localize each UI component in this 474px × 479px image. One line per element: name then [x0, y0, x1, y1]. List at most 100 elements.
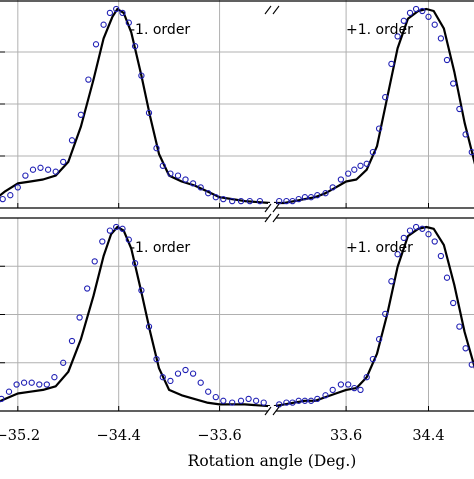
data-point-right: [419, 7, 426, 15]
data-point-right: [369, 355, 377, 363]
x-tick-label: 33.6: [330, 428, 362, 444]
data-point-right: [394, 33, 401, 40]
axis-break-mark: [264, 203, 272, 213]
data-point-left: [205, 388, 212, 395]
data-point-left: [125, 19, 132, 26]
data-point-left: [237, 397, 245, 404]
data-point-left: [197, 379, 204, 386]
axis-break-mark: [272, 213, 280, 223]
data-point-left: [44, 166, 52, 173]
data-point-left: [246, 197, 253, 205]
data-point-right: [351, 166, 358, 173]
data-point-right: [337, 381, 345, 388]
data-point-left: [20, 379, 28, 386]
data-point-left: [174, 172, 182, 179]
data-point-left: [106, 227, 114, 234]
data-point-left: [138, 287, 145, 294]
data-point-right: [437, 252, 445, 260]
data-point-right: [419, 225, 426, 232]
data-point-right: [450, 299, 457, 307]
panel-series: [0, 223, 474, 408]
fit-line-right: [274, 7, 474, 205]
data-point-left: [237, 197, 245, 205]
data-point-left: [28, 379, 35, 386]
data-point-right: [322, 392, 329, 399]
data-point-left: [189, 180, 197, 187]
data-point-right: [307, 397, 315, 404]
data-point-left: [119, 9, 126, 17]
data-point-left: [205, 190, 212, 197]
data-point-left: [260, 399, 267, 406]
data-point-left: [145, 109, 153, 117]
data-point-left: [159, 162, 166, 169]
data-point-right: [468, 361, 474, 368]
data-point-right: [345, 381, 352, 388]
data-point-right: [283, 197, 290, 205]
axis-break-gap: [268, 203, 276, 213]
data-point-left: [91, 258, 98, 265]
data-point-left: [212, 393, 219, 401]
data-point-left: [51, 374, 58, 381]
data-point-left: [5, 388, 13, 395]
axis-break-mark: [272, 203, 280, 213]
annotation-left-order: -1. order: [130, 22, 190, 38]
data-point-left: [92, 41, 100, 48]
data-point-right: [276, 197, 283, 205]
x-tick-label: −34.4: [96, 428, 140, 444]
data-point-left: [29, 166, 37, 173]
data-point-right: [289, 197, 296, 205]
data-point-right: [382, 94, 389, 101]
data-point-right: [363, 160, 370, 167]
data-point-right: [369, 148, 377, 156]
data-point-right: [425, 231, 432, 238]
data-point-right: [276, 401, 283, 408]
data-point-left: [36, 381, 43, 388]
data-point-right: [450, 80, 457, 87]
x-tick-label: −33.6: [197, 428, 241, 444]
data-point-left: [167, 170, 174, 177]
data-point-right: [337, 176, 345, 183]
annotation-right-order: +1. order: [346, 240, 413, 256]
data-point-left: [22, 172, 29, 179]
panel-series: [0, 5, 474, 205]
data-point-right: [462, 345, 469, 352]
fit-line-right: [273, 225, 474, 408]
data-point-left: [113, 223, 120, 231]
data-point-left: [0, 395, 5, 403]
data-point-left: [153, 355, 160, 363]
data-point-left: [84, 285, 91, 292]
data-point-left: [43, 381, 50, 388]
data-point-left: [52, 168, 59, 175]
data-point-right: [462, 131, 469, 138]
x-tick-label: 34.4: [412, 428, 444, 444]
data-point-right: [295, 397, 302, 404]
data-point-right: [412, 5, 420, 13]
axis-break-mark: [264, 406, 272, 416]
data-point-left: [99, 238, 106, 245]
axis-break-gap: [268, 213, 276, 223]
data-point-right: [394, 251, 401, 258]
x-tick-label: −35.2: [0, 428, 40, 444]
data-point-left: [125, 236, 132, 243]
data-point-left: [256, 197, 264, 205]
data-point-left: [153, 145, 160, 152]
data-point-left: [220, 397, 227, 404]
data-point-left: [212, 194, 219, 201]
data-point-right: [443, 56, 451, 64]
data-point-right: [363, 374, 370, 381]
data-point-left: [13, 381, 20, 388]
data-point-right: [329, 386, 336, 394]
data-point-left: [220, 195, 227, 203]
panel-1: -1. order +1. order: [0, 0, 474, 213]
data-point-right: [468, 148, 474, 156]
data-point-right: [406, 227, 414, 234]
data-point-right: [431, 21, 438, 28]
data-point-left: [60, 158, 67, 166]
data-point-right: [412, 223, 420, 231]
data-point-right: [443, 274, 451, 281]
data-point-right: [289, 399, 296, 406]
data-point-left: [182, 366, 189, 374]
data-point-left: [182, 176, 189, 183]
fit-line-left: [0, 225, 271, 408]
